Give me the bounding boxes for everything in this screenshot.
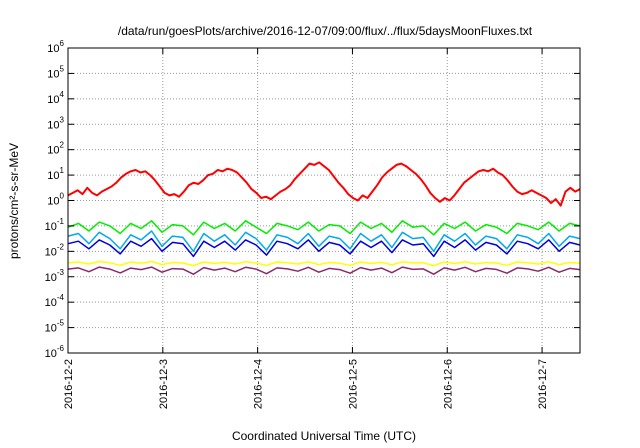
y-tick-label: 103: [47, 115, 64, 131]
y-tick-label: 10-1: [45, 217, 65, 233]
y-tick-label: 10-3: [45, 268, 65, 284]
series-line-2: [67, 220, 581, 236]
y-tick-label: 10-6: [45, 344, 65, 360]
y-tick-label: 105: [47, 64, 64, 80]
chart-title: /data/run/goesPlots/archive/2016-12-07/0…: [118, 24, 533, 38]
y-tick-label: 104: [47, 90, 64, 106]
x-tick-label: 2016-12-6: [442, 359, 454, 409]
series-line-5: [67, 260, 581, 267]
y-tick-label: 101: [47, 166, 64, 182]
y-tick-label: 100: [47, 192, 64, 208]
series-group: [67, 161, 581, 275]
x-tick-label: 2016-12-7: [537, 359, 549, 409]
ticks: 10-6 10-5 10-4 10-3 10-2 10-1 100 101 102 103 104 1…: [45, 39, 580, 409]
y-tick-label: 106: [47, 39, 64, 55]
chart-grid: [68, 48, 580, 353]
x-tick-label: 2016-12-4: [253, 359, 265, 409]
x-tick-label: 2016-12-5: [347, 359, 359, 409]
series-line-6: [67, 266, 581, 275]
y-tick-label: 102: [47, 141, 64, 157]
series-line-1: [67, 161, 581, 207]
x-tick-label: 2016-12-2: [63, 359, 75, 409]
y-tick-label: 10-5: [45, 319, 65, 335]
series-line-3: [67, 230, 581, 253]
x-tick-label: 2016-12-3: [158, 359, 170, 409]
y-tick-label: 10-4: [45, 293, 65, 309]
series-line-4: [67, 237, 581, 258]
y-axis-label: protons/cm²-s-sr-MeV: [7, 143, 21, 259]
x-axis-label: Coordinated Universal Time (UTC): [232, 429, 416, 443]
y-tick-label: 10-2: [45, 242, 65, 258]
